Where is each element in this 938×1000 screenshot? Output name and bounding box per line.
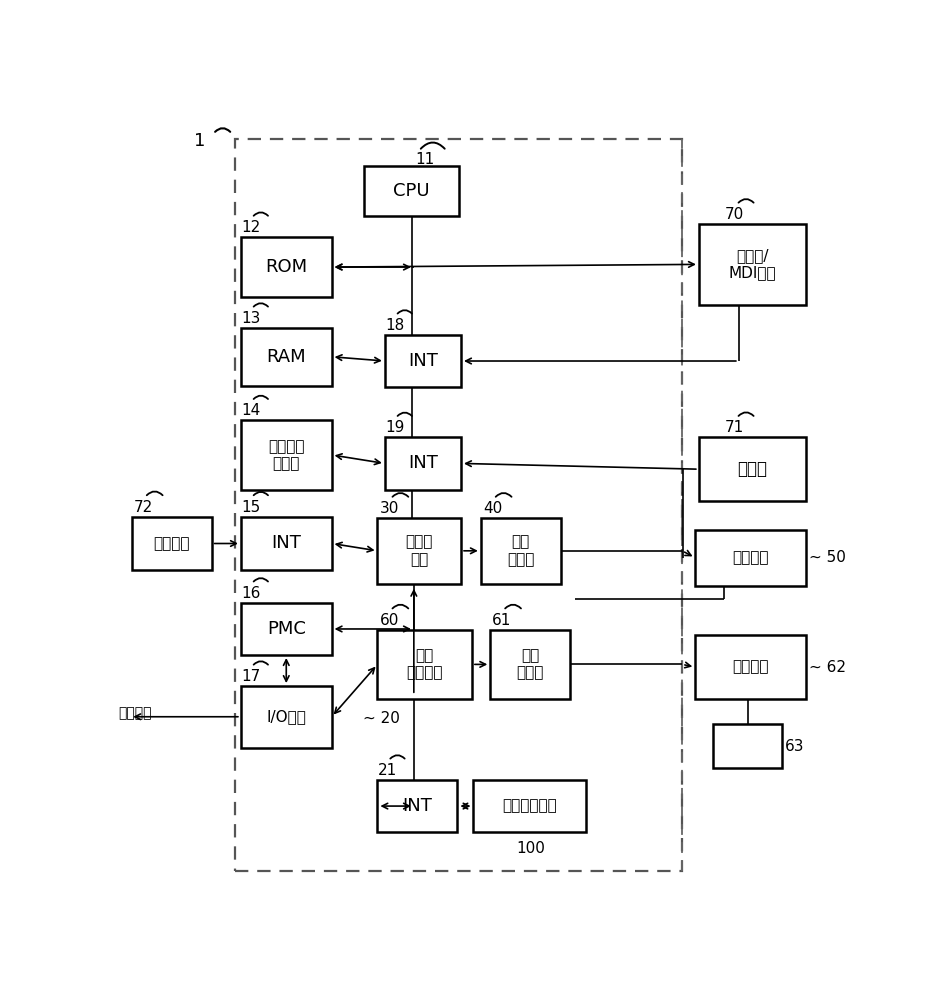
FancyBboxPatch shape	[364, 166, 459, 216]
Text: 12: 12	[242, 220, 261, 235]
FancyBboxPatch shape	[385, 437, 461, 490]
Text: 非易失性
存储器: 非易失性 存储器	[268, 439, 305, 471]
Text: 主轴马达: 主轴马达	[733, 660, 769, 675]
Text: 72: 72	[134, 500, 153, 515]
Text: 主轴
放大器: 主轴 放大器	[517, 648, 544, 681]
FancyBboxPatch shape	[713, 724, 782, 768]
Text: 主轴
控制电路: 主轴 控制电路	[406, 648, 443, 681]
FancyBboxPatch shape	[480, 518, 561, 584]
Text: 21: 21	[378, 763, 398, 778]
FancyBboxPatch shape	[695, 530, 807, 586]
FancyBboxPatch shape	[377, 780, 458, 832]
Text: 15: 15	[242, 500, 261, 515]
Text: 至机械侧: 至机械侧	[119, 706, 152, 720]
FancyBboxPatch shape	[241, 517, 332, 570]
Text: 71: 71	[724, 420, 744, 435]
FancyBboxPatch shape	[699, 224, 807, 305]
Text: INT: INT	[271, 534, 301, 552]
Text: ROM: ROM	[265, 258, 308, 276]
Text: 13: 13	[242, 311, 261, 326]
Text: 11: 11	[416, 152, 434, 167]
FancyBboxPatch shape	[131, 517, 212, 570]
FancyBboxPatch shape	[377, 630, 472, 699]
Text: 61: 61	[492, 613, 512, 628]
FancyBboxPatch shape	[474, 780, 586, 832]
FancyBboxPatch shape	[699, 437, 807, 501]
Text: 外部设备: 外部设备	[154, 536, 190, 551]
FancyBboxPatch shape	[241, 237, 332, 297]
Text: 机械学习装置: 机械学习装置	[503, 799, 557, 814]
Text: ~ 50: ~ 50	[809, 550, 845, 565]
FancyBboxPatch shape	[695, 635, 807, 699]
Text: PMC: PMC	[266, 620, 306, 638]
FancyBboxPatch shape	[241, 603, 332, 655]
FancyBboxPatch shape	[377, 518, 461, 584]
Text: 30: 30	[380, 501, 399, 516]
Text: 70: 70	[724, 207, 744, 222]
Text: 17: 17	[242, 669, 261, 684]
Text: ~ 20: ~ 20	[363, 711, 400, 726]
Text: 伺服马达: 伺服马达	[733, 550, 769, 565]
Text: 14: 14	[242, 403, 261, 418]
Text: 显示器/
MDI单元: 显示器/ MDI单元	[729, 248, 777, 281]
Text: I/O单元: I/O单元	[266, 709, 306, 724]
FancyBboxPatch shape	[241, 686, 332, 748]
Text: 16: 16	[242, 586, 261, 601]
Text: 1: 1	[193, 132, 205, 150]
Text: 100: 100	[517, 841, 546, 856]
Text: 60: 60	[380, 613, 399, 628]
FancyBboxPatch shape	[241, 328, 332, 386]
Text: 19: 19	[386, 420, 405, 435]
Text: 操作盘: 操作盘	[737, 460, 767, 478]
Text: INT: INT	[408, 352, 438, 370]
Text: 伺服
放大器: 伺服 放大器	[507, 535, 535, 567]
FancyBboxPatch shape	[385, 335, 461, 387]
Text: 18: 18	[386, 318, 404, 333]
Text: INT: INT	[408, 454, 438, 472]
Text: 40: 40	[483, 501, 502, 516]
FancyBboxPatch shape	[241, 420, 332, 490]
Text: 轴控制
电路: 轴控制 电路	[405, 535, 433, 567]
Text: RAM: RAM	[266, 348, 306, 366]
Text: ~ 62: ~ 62	[809, 660, 845, 675]
Text: 63: 63	[784, 739, 804, 754]
FancyBboxPatch shape	[491, 630, 570, 699]
Text: INT: INT	[402, 797, 432, 815]
Text: CPU: CPU	[393, 182, 430, 200]
